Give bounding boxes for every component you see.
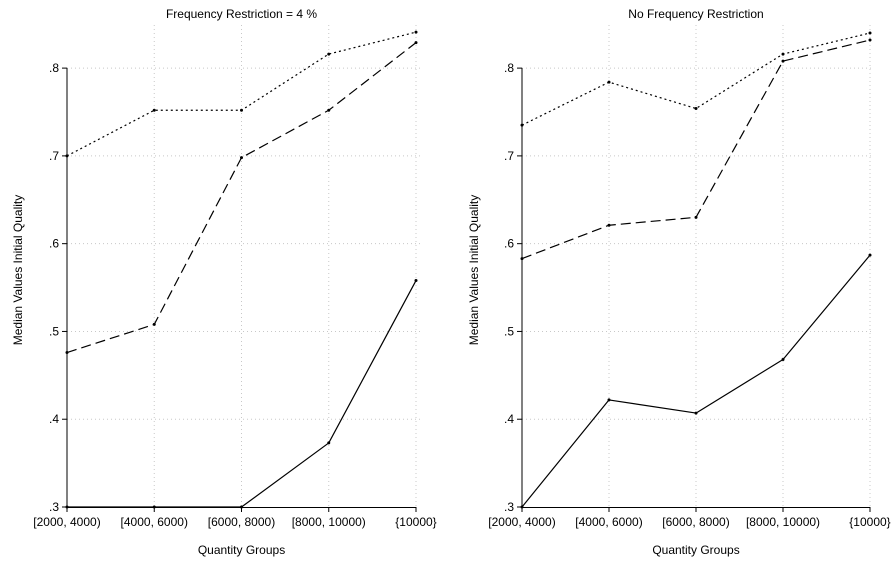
data-point (781, 52, 785, 56)
data-point (414, 30, 418, 34)
y-tick-label: .6 (504, 237, 514, 251)
panel-title: Frequency Restriction = 4 % (166, 7, 317, 21)
x-axis-label: Quantity Groups (652, 543, 739, 557)
data-point (240, 505, 243, 509)
y-tick-label: .3 (504, 500, 514, 514)
data-point (65, 505, 69, 509)
data-point (607, 223, 611, 227)
y-tick-label: .5 (504, 324, 514, 338)
data-point (694, 106, 698, 110)
series-lines (65, 30, 418, 509)
y-tick-label: .3 (49, 500, 59, 514)
data-point (414, 279, 418, 283)
data-point (781, 59, 785, 63)
gridlines (522, 25, 874, 507)
panel-frequency-restriction: Frequency Restriction = 4 % Median Value… (11, 7, 437, 557)
x-tick-label: [8000, 10000) (746, 515, 820, 529)
panel-no-frequency-restriction: No Frequency Restriction Median Values I… (467, 7, 891, 557)
x-tick-label: [4000, 6000) (575, 515, 642, 529)
data-point (414, 41, 418, 45)
x-tick-label: {10000} (849, 515, 890, 529)
data-point (868, 253, 872, 257)
y-axis-label: Median Values Initial Quality (467, 195, 481, 346)
x-tick-label: {10000} (395, 515, 436, 529)
x-tick-label: [4000, 6000) (121, 515, 188, 529)
y-tick-label: .8 (504, 61, 514, 75)
y-tick-label: .4 (504, 412, 514, 426)
y-ticks: .3 .4 .5 .6 .7 .8 (49, 61, 67, 514)
y-axis-label: Median Values Initial Quality (11, 195, 25, 346)
y-tick-label: .4 (49, 412, 59, 426)
y-tick-label: .8 (49, 61, 59, 75)
data-point (520, 123, 524, 127)
data-point (694, 411, 698, 415)
x-tick-label: [2000, 4000) (33, 515, 100, 529)
data-point (781, 358, 785, 362)
data-point (327, 441, 331, 445)
data-point (327, 52, 331, 56)
data-point (868, 38, 872, 42)
x-axis-label: Quantity Groups (198, 543, 285, 557)
series-lines (520, 31, 872, 509)
y-tick-label: .7 (504, 149, 514, 163)
x-tick-label: [2000, 4000) (488, 515, 555, 529)
data-point (65, 351, 69, 355)
data-point (240, 108, 243, 112)
data-point (520, 505, 524, 509)
data-point (694, 215, 698, 219)
data-point (152, 505, 156, 509)
data-point (240, 156, 243, 160)
data-point (607, 80, 611, 84)
x-ticks: [2000, 4000) [4000, 6000) [6000, 8000) [800… (33, 507, 437, 529)
data-point (607, 398, 611, 402)
data-point (868, 31, 872, 35)
data-point (327, 108, 331, 112)
gridlines (67, 25, 420, 507)
x-ticks: [2000, 4000) [4000, 6000) [6000, 8000) [800… (488, 507, 891, 529)
data-point (152, 322, 156, 326)
data-point (65, 154, 69, 158)
data-point (152, 108, 156, 112)
x-tick-label: [6000, 8000) (662, 515, 729, 529)
y-tick-label: .7 (49, 149, 59, 163)
x-tick-label: [6000, 8000) (208, 515, 275, 529)
y-tick-label: .6 (49, 237, 59, 251)
series-line-dotted (521, 32, 871, 126)
y-ticks: .3 .4 .5 .6 .7 .8 (504, 61, 522, 514)
data-point (520, 257, 524, 261)
panel-title: No Frequency Restriction (628, 7, 763, 21)
y-tick-label: .5 (49, 324, 59, 338)
x-tick-label: [8000, 10000) (292, 515, 366, 529)
